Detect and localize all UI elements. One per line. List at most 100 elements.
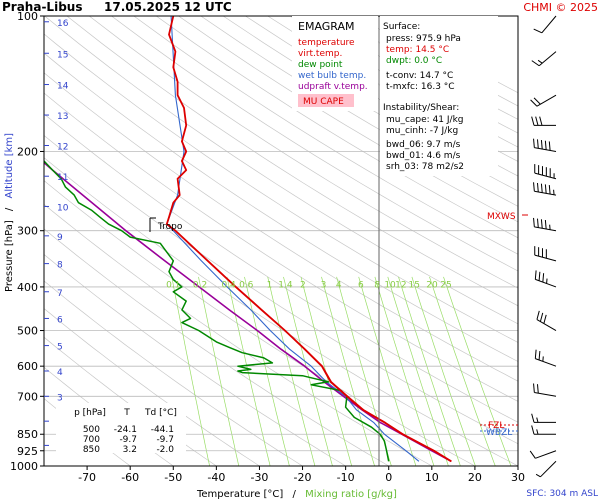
ylabel-separator: / — [4, 207, 15, 211]
table-cell: 500 — [83, 425, 100, 435]
wind-barb-flag — [533, 383, 535, 393]
wind-barb-flag — [533, 182, 535, 192]
pressure-tick-label: 500 — [17, 325, 38, 338]
table-header-td: Td [°C] — [144, 408, 177, 418]
credit-label: CHMI © 2025 — [523, 1, 598, 14]
sfc-label: SFC: 304 m ASL — [526, 489, 598, 499]
mixing-ratio-labels: 0.1 0.2 0.4 0.6 1 1.4 2 3 4 6 8 10 12 15 20 25 — [166, 280, 452, 290]
table-cell: -2.0 — [156, 445, 174, 455]
surface-title: Surface: — [383, 22, 420, 32]
xlabel-mixing-ratio: Mixing ratio [g/kg] — [305, 489, 397, 500]
surface-dwpt: dwpt: 0.0 °C — [386, 56, 442, 66]
mixing-ratio-label: 0.1 — [166, 280, 180, 290]
wind-barb-flag — [536, 218, 539, 228]
altitude-tick-label: 5 — [57, 343, 63, 353]
wbzl-label: WBZL — [486, 428, 512, 438]
tmxfc: t-mxfc: 16.3 °C — [386, 82, 455, 92]
wind-barb-flag — [536, 384, 539, 394]
dry-adiabat — [178, 16, 518, 223]
pressure-tick-label: 925 — [17, 445, 38, 458]
mixing-ratio-line — [226, 276, 271, 466]
altitude-tick-label: 11 — [57, 173, 68, 183]
x-axis-title: Temperature [°C] / Mixing ratio [g/kg] — [196, 489, 397, 500]
dry-adiabat — [66, 16, 518, 307]
mixing-ratio-label: 3 — [321, 280, 327, 290]
wind-barb-flag — [534, 270, 537, 280]
table-cell: 3.2 — [123, 445, 137, 455]
wind-barb-flag — [536, 139, 539, 149]
mixing-ratio-label: 8 — [374, 280, 380, 290]
mixing-ratio-label: 10 — [384, 280, 396, 290]
wind-profile — [529, 15, 557, 478]
legend-dew-point: dew point — [298, 60, 343, 70]
dry-adiabat — [111, 16, 518, 272]
wind-barb-flag — [536, 429, 539, 435]
dry-adiabat — [200, 16, 518, 207]
wind-barb-flag — [542, 273, 545, 283]
altitude-tick-label: 15 — [57, 50, 68, 60]
wind-barb-flag — [533, 97, 541, 105]
altitude-tick-label: 10 — [57, 203, 69, 213]
temperature-tick-label: -50 — [164, 471, 182, 484]
pressure-tick-label: 1000 — [10, 460, 38, 473]
altitude-tick-label: 8 — [57, 261, 63, 271]
wind-barb-flag — [544, 184, 547, 194]
tropo-label: Tropo — [157, 222, 183, 232]
mixing-ratio-label: 0.4 — [221, 280, 236, 290]
wind-barb-flag — [534, 349, 537, 359]
station-title: Praha-Libus — [2, 0, 82, 14]
wind-barb — [534, 190, 557, 196]
temperature-tick-label: -10 — [337, 471, 355, 484]
series-lines — [44, 16, 452, 463]
wind-barb-flag — [531, 413, 535, 423]
legend-wet-bulb: wet bulb temp. — [298, 71, 366, 81]
mixing-ratio-line — [300, 276, 353, 466]
temperature-tick-label: -30 — [250, 471, 268, 484]
table-cell: -24.1 — [114, 425, 137, 435]
surface-temp: temp: 14.5 °C — [386, 45, 449, 55]
mixing-ratio-line — [387, 276, 449, 466]
table-cell: -9.7 — [119, 435, 137, 445]
srh-03: srh_03: 78 m2/s2 — [386, 162, 464, 172]
tropopause-marker: Tropo — [149, 217, 183, 232]
mixing-ratio-label: 1.4 — [278, 280, 293, 290]
bwd-01: bwd_01: 4.6 m/s — [386, 151, 461, 161]
wind-barb-flag — [535, 116, 539, 126]
mixing-ratio-label: 2 — [300, 280, 306, 290]
mixing-ratio-line — [267, 276, 316, 466]
wind-barb — [534, 391, 557, 397]
wind-barb-flag — [543, 314, 547, 324]
pressure-tick-label: 200 — [17, 145, 38, 158]
wind-barb-flag — [544, 140, 547, 150]
wind-barb — [535, 358, 557, 367]
wind-barb-flag — [529, 450, 536, 459]
svg-text:Pressure [hPa] / A: Pressure [hPa] / Altitude [km] — [4, 133, 15, 292]
dry-adiabat — [88, 16, 518, 289]
wind-barb — [540, 460, 557, 478]
wind-barb-flag — [536, 417, 539, 423]
temperature-tick-label: 0 — [385, 471, 392, 484]
wind-barb-flag — [538, 351, 541, 361]
mixing-ratio-line — [171, 276, 210, 466]
temperature-line — [165, 16, 452, 463]
mixing-ratio-line — [411, 276, 476, 466]
mixing-ratio-label: 12 — [395, 280, 406, 290]
wind-barb-flag — [539, 312, 544, 322]
altitude-tick-label: 7 — [57, 289, 63, 299]
mixing-ratio-label: 0.6 — [239, 280, 254, 290]
mixing-ratio-label: 4 — [336, 280, 342, 290]
pressure-tick-label: 700 — [17, 390, 38, 403]
mu-cape: mu_cape: 41 J/kg — [386, 115, 464, 125]
dry-adiabat — [44, 72, 518, 382]
wind-barb-flag — [540, 219, 543, 229]
wind-barb-flag — [533, 28, 543, 34]
legend: EMAGRAM temperature virt.temp. dew point… — [292, 16, 378, 111]
wind-barb-flag — [536, 182, 539, 192]
legend-temperature: temperature — [298, 38, 355, 48]
wind-barb — [534, 147, 557, 152]
mixing-ratio-label: 1 — [267, 280, 273, 290]
mixing-ratio-line — [358, 276, 417, 466]
wind-barb-flag — [535, 473, 541, 478]
